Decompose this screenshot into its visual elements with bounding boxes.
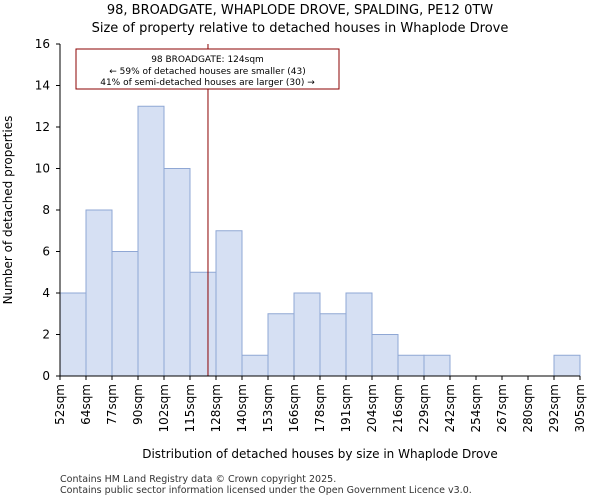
y-ticks-group: 0 2 4 6 8 10 12 14 16 [35,37,60,383]
bar-191sqm [345,292,373,377]
y-tick-label: 2 [42,328,50,342]
y-tick-label: 12 [35,120,50,134]
x-tick-label: 153sqm [261,384,275,432]
y-tick-label: 8 [42,203,50,217]
bar-216sqm [397,354,425,377]
y-tick-label: 16 [35,37,50,51]
annotation-box [75,48,340,90]
bar-229sqm [423,354,451,377]
y-axis-label: Number of detached properties [1,116,15,305]
y-tick-label: 6 [42,245,50,259]
y-tick-label: 14 [35,79,50,93]
x-ticks-group: 52sqm 64sqm 77sqm 90sqm 102sqm 115sqm 128sqm 14… [53,376,587,432]
x-tick-label: 229sqm [417,384,431,432]
x-tick-label: 267sqm [495,384,509,432]
x-tick-label: 77sqm [105,384,119,425]
y-tick-label: 0 [42,369,50,383]
footer-line-2: Contains public sector information licen… [60,485,472,496]
bar-292sqm [553,354,581,377]
bar-77sqm [111,251,139,377]
x-tick-label: 102sqm [157,384,171,432]
histogram-chart: 0 2 4 6 8 10 12 14 16 52sqm 64sqm 77sqm 90sqm 102sqm… [1,37,587,461]
x-tick-label: 292sqm [547,384,561,432]
annotation-line-2: ← 59% of detached houses are smaller (43… [109,67,306,77]
x-tick-label: 280sqm [521,384,535,432]
bar-140sqm [241,354,269,377]
bar-128sqm [215,230,243,377]
bar-166sqm [293,292,321,377]
footer-line-1: Contains HM Land Registry data © Crown c… [60,474,337,485]
annotation-line-1: 98 BROADGATE: 124sqm [151,55,264,65]
x-tick-label: 216sqm [391,384,405,432]
x-tick-label: 52sqm [53,384,67,425]
x-tick-label: 204sqm [365,384,379,432]
marker-annotation: 98 BROADGATE: 124sqm ← 59% of detached h… [75,48,340,90]
x-tick-label: 64sqm [79,384,93,425]
chart-title: 98, BROADGATE, WHAPLODE DROVE, SPALDING,… [106,3,494,18]
y-tick-label: 10 [35,162,50,176]
bar-153sqm [267,313,295,377]
x-tick-label: 128sqm [209,384,223,432]
annotation-line-3: 41% of semi-detached houses are larger (… [100,78,315,88]
x-tick-label: 305sqm [573,384,587,432]
x-tick-label: 166sqm [287,384,301,432]
chart-subtitle: Size of property relative to detached ho… [91,21,509,36]
bar-90sqm [137,105,165,377]
x-tick-label: 115sqm [183,384,197,432]
bar-178sqm [319,313,347,377]
bar-64sqm [85,209,113,377]
bars-group [59,105,581,377]
x-tick-label: 242sqm [443,384,457,432]
x-tick-label: 178sqm [313,384,327,432]
x-tick-label: 140sqm [235,384,249,432]
bar-102sqm [163,168,191,377]
x-tick-label: 254sqm [469,384,483,432]
x-tick-label: 191sqm [339,384,353,432]
x-axis-label: Distribution of detached houses by size … [142,447,498,461]
bar-52sqm [59,292,87,377]
x-tick-label: 90sqm [131,384,145,425]
bar-115sqm [189,271,217,377]
y-tick-label: 4 [42,286,50,300]
bar-204sqm [371,334,399,377]
